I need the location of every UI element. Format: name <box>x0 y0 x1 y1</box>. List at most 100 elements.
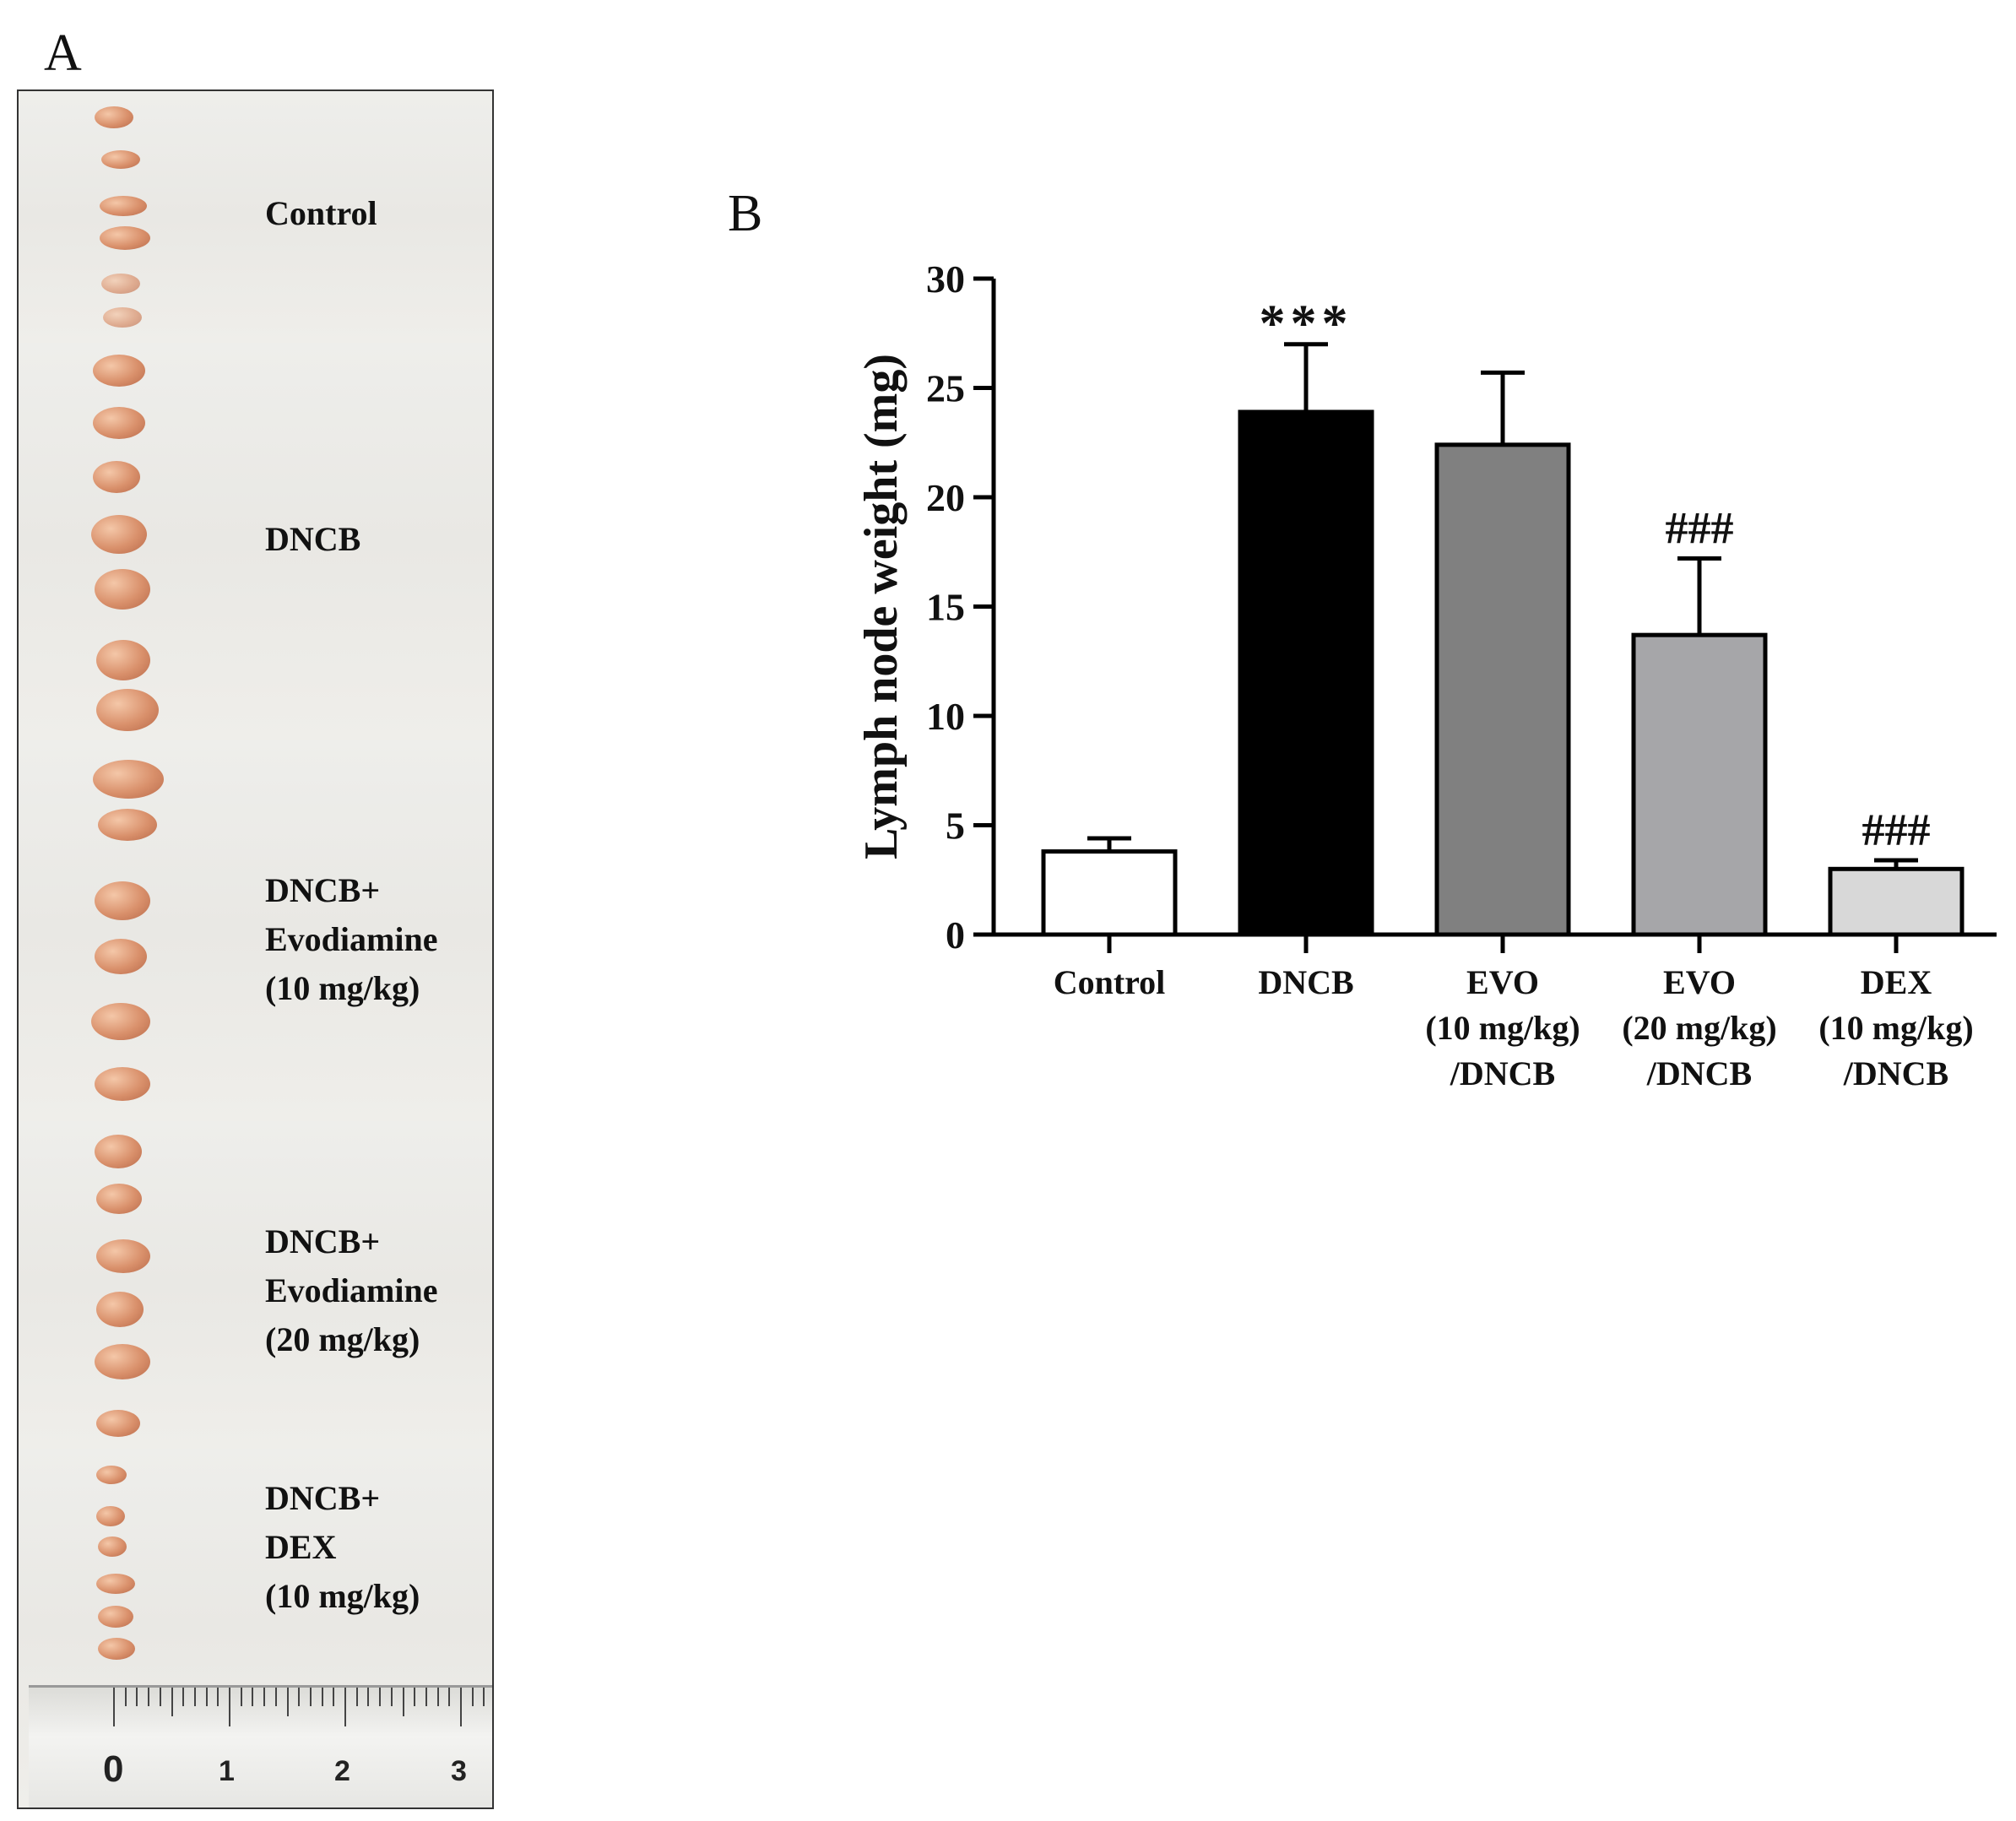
ruler-tick <box>355 1688 358 1706</box>
ruler-tick <box>414 1688 416 1706</box>
ruler-tick <box>448 1688 451 1706</box>
lymph-node <box>93 461 140 493</box>
bar <box>1828 866 1965 937</box>
significance-label: *** <box>1260 295 1353 353</box>
y-tick-label: 0 <box>946 913 965 957</box>
x-tick-label: (10 mg/kg) <box>1425 1009 1580 1047</box>
ruler: 0 1 2 3 <box>29 1685 492 1807</box>
ruler-tick <box>286 1688 289 1716</box>
lymph-node <box>101 274 140 294</box>
lymph-node <box>96 1239 150 1273</box>
y-tick-label: 5 <box>946 805 965 848</box>
x-tick-label: /DNCB <box>1450 1054 1555 1092</box>
ruler-tick <box>402 1688 404 1716</box>
lymph-node <box>96 1466 127 1484</box>
label-line: Evodiamine <box>265 1271 438 1309</box>
ruler-number: 2 <box>334 1755 350 1787</box>
ruler-tick <box>460 1688 462 1726</box>
y-tick-label: 30 <box>926 257 965 301</box>
ruler-tick <box>483 1688 485 1706</box>
lymph-node <box>98 809 157 841</box>
ruler-tick <box>425 1688 427 1706</box>
lymph-node <box>95 1135 142 1168</box>
x-tick-label: (10 mg/kg) <box>1818 1009 1973 1047</box>
ruler-number: 0 <box>103 1748 124 1790</box>
panel-a-letter: A <box>44 24 82 82</box>
photo-section-evo20: DNCB+ Evodiamine (20 mg/kg) <box>19 1121 492 1450</box>
y-tick-label: 15 <box>926 586 965 629</box>
panel-b-letter: B <box>728 185 763 242</box>
lymph-node <box>96 1184 142 1214</box>
lymph-node <box>93 760 164 799</box>
lymph-node <box>96 1410 140 1437</box>
lymph-node <box>95 939 147 974</box>
section-label-dex: DNCB+ DEX (10 mg/kg) <box>265 1474 420 1621</box>
ruler-tick <box>205 1688 208 1706</box>
lymph-node <box>96 1292 144 1327</box>
lymph-node-photo-panel: Control DNCB DNCB+ Evodiamine (10 mg/kg) <box>17 89 494 1809</box>
ruler-tick <box>240 1688 242 1706</box>
ruler-tick <box>252 1688 254 1706</box>
x-tick-label: Control <box>1054 963 1166 1001</box>
ruler-tick <box>436 1688 439 1706</box>
bar <box>1434 442 1571 937</box>
label-line: DNCB+ <box>265 1222 381 1260</box>
lymph-node <box>95 1344 150 1379</box>
lymph-node <box>98 1606 133 1628</box>
lymph-node <box>100 196 147 216</box>
y-tick-label: 20 <box>926 476 965 519</box>
x-tick-label: EVO <box>1466 963 1539 1001</box>
x-tick-label: DEX <box>1861 963 1932 1001</box>
label-line: (20 mg/kg) <box>265 1320 420 1358</box>
section-label-evo20: DNCB+ Evodiamine (20 mg/kg) <box>265 1217 437 1364</box>
x-tick-label: DNCB <box>1258 963 1353 1001</box>
lymph-node <box>96 689 159 731</box>
x-tick-label: /DNCB <box>1646 1054 1752 1092</box>
lymph-node <box>96 640 150 680</box>
x-tick-label: (20 mg/kg) <box>1622 1009 1776 1047</box>
section-label-evo10: DNCB+ Evodiamine (10 mg/kg) <box>265 866 437 1013</box>
ruler-tick <box>321 1688 323 1706</box>
lymph-node <box>95 1067 150 1101</box>
lymph-node <box>95 881 150 920</box>
ruler-tick <box>182 1688 185 1706</box>
ruler-tick <box>309 1688 312 1706</box>
lymph-node <box>93 407 145 439</box>
y-tick-label: 25 <box>926 367 965 410</box>
ruler-tick <box>344 1688 346 1726</box>
lymph-node <box>98 1638 135 1660</box>
ruler-tick <box>390 1688 393 1706</box>
ruler-tick <box>193 1688 196 1706</box>
photo-section-dncb: DNCB <box>19 343 492 741</box>
lymph-node <box>101 150 140 169</box>
ruler-tick <box>263 1688 266 1706</box>
ruler-tick <box>367 1688 370 1706</box>
lymph-node <box>100 226 150 250</box>
lymph-node <box>91 1003 150 1040</box>
lymph-node <box>93 355 145 387</box>
label-line: (10 mg/kg) <box>265 1577 420 1615</box>
label-line: Control <box>265 194 377 232</box>
x-tick-label: EVO <box>1663 963 1736 1001</box>
label-line: DNCB+ <box>265 1479 381 1517</box>
lymph-node <box>96 1506 125 1526</box>
bar <box>1238 409 1374 937</box>
ruler-tick <box>171 1688 173 1716</box>
ruler-tick <box>229 1688 230 1726</box>
ruler-tick <box>274 1688 277 1706</box>
label-line: Evodiamine <box>265 920 438 958</box>
lymph-node <box>98 1536 127 1557</box>
ruler-number: 1 <box>219 1755 235 1787</box>
ruler-tick <box>471 1688 474 1706</box>
ruler-tick <box>379 1688 382 1706</box>
label-line: DNCB+ <box>265 871 381 909</box>
significance-label: ### <box>1666 503 1734 554</box>
lymph-node <box>91 515 147 554</box>
bar <box>1041 849 1178 937</box>
ruler-tick <box>124 1688 127 1706</box>
y-tick-label: 10 <box>926 695 965 738</box>
ruler-tick <box>136 1688 138 1706</box>
section-label-control: Control <box>265 189 377 238</box>
lymph-node <box>95 569 150 610</box>
